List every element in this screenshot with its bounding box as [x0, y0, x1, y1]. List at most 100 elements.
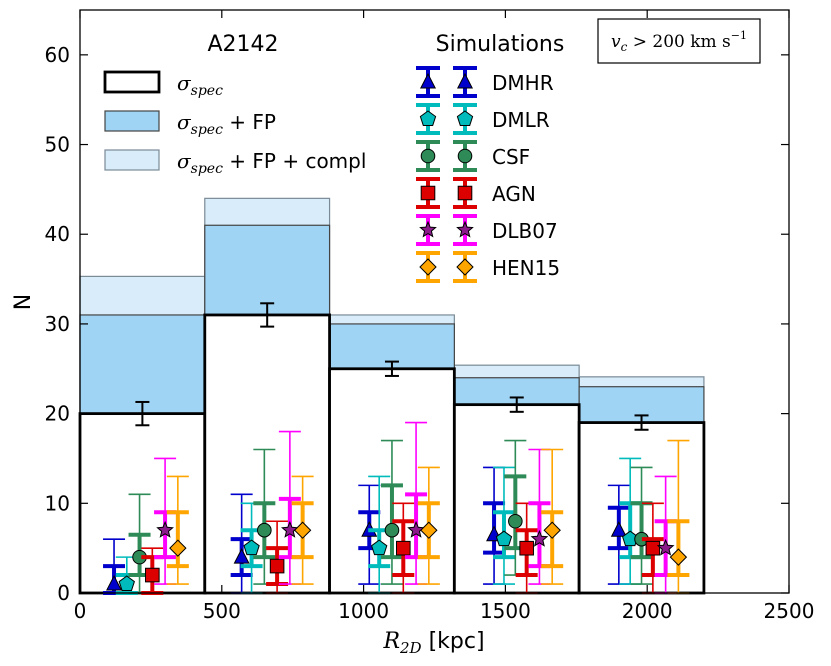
sim-point-hen15-2	[291, 475, 314, 585]
legend-marker	[456, 220, 474, 238]
legend-item-csf: CSF	[416, 140, 530, 172]
sim-marker	[233, 548, 250, 564]
y-tick-label: 40	[45, 222, 70, 246]
plot-frame	[79, 9, 790, 594]
legend-marker	[456, 258, 474, 276]
legend-label-subscript: spec	[191, 161, 223, 177]
legend-item-dlb07: DLB07	[416, 214, 558, 246]
sim-marker	[106, 574, 123, 591]
legend-errorbar-left	[416, 66, 440, 98]
legend-errorbar-right	[453, 251, 477, 283]
y-tick-label: 0	[57, 581, 70, 605]
legend-errorbar-right	[453, 66, 477, 98]
sim-point-csf-4	[504, 439, 527, 576]
legend-marker	[457, 148, 473, 164]
sim-point-agn-2	[266, 520, 289, 594]
legend-label: HEN15	[492, 256, 560, 280]
sim-marker	[543, 521, 561, 539]
legend-item-dmhr: DMHR	[416, 66, 554, 98]
sim-point-csf-5	[630, 466, 653, 585]
sim-marker	[669, 548, 688, 566]
sim-point-dmhr-1	[103, 538, 126, 595]
legend-label: σspec + FP + compl	[177, 149, 366, 177]
sim-range-inner	[541, 510, 564, 569]
legend-marker	[456, 110, 474, 126]
axis-ticks: 0 500 1000 1500 2000 2500 0 10 20 30 40 50 60	[45, 10, 815, 623]
legend-label: DMHR	[492, 71, 554, 95]
legend-swatch	[104, 110, 160, 132]
sim-marker	[371, 539, 388, 556]
legend-marker	[419, 110, 437, 126]
legend-item-agn: AGN	[416, 177, 536, 209]
sim-marker	[610, 521, 627, 537]
sim-point-dmlr-4	[492, 466, 515, 585]
legend-label: σspec	[177, 71, 223, 99]
velocity-cut-box	[597, 18, 761, 64]
x-tick-label: 1500	[480, 599, 531, 623]
legend-label: σspec + FP	[177, 110, 276, 138]
y-tick-label: 30	[45, 312, 70, 336]
x-axis-label-unit: [kpc]	[422, 629, 485, 654]
sim-marker	[243, 539, 260, 556]
legend-marker	[456, 72, 474, 89]
simulation-points	[103, 421, 690, 595]
velocity-cut-exponent: −1	[731, 29, 747, 42]
legend-errorbar-left	[416, 140, 440, 172]
y-tick-label: 50	[45, 133, 70, 157]
x-axis-label-subscript: 2D	[399, 639, 422, 657]
legend-errorbar-left	[416, 103, 440, 135]
y-tick-label: 10	[45, 491, 70, 515]
y-axis-label: N	[11, 294, 36, 310]
legend-item-spec-fp: σspec + FP	[104, 110, 276, 138]
sim-point-hen15-1	[166, 475, 189, 585]
sim-point-hen15-4	[541, 448, 564, 585]
sim-marker	[530, 529, 549, 547]
x-tick-label: 2500	[764, 599, 815, 623]
legend-label-text: + FP	[223, 110, 276, 134]
sim-marker	[656, 538, 675, 556]
velocity-cut-relation: > 200	[627, 32, 690, 52]
sim-range-inner	[380, 483, 403, 560]
velocity-cut-label: vc > 200 km s−1	[611, 29, 747, 54]
legend-item-spec: σspec	[103, 70, 223, 99]
legend-label-symbol: σ	[177, 71, 192, 95]
x-tick-label: 0	[74, 599, 87, 623]
legend-label: AGN	[492, 182, 536, 206]
bar-spec-2	[203, 313, 331, 595]
sim-marker	[118, 575, 135, 591]
x-axis-label-symbol: R	[382, 629, 400, 654]
legend-errorbar-right	[453, 214, 477, 246]
legend-marker	[419, 220, 437, 238]
sim-marker	[257, 522, 272, 538]
sim-point-csf-3	[380, 439, 403, 585]
legend-errorbar-right	[453, 177, 477, 209]
legend-item-dmlr: DMLR	[416, 103, 550, 135]
legend-label-symbol: σ	[177, 149, 192, 173]
sim-point-dmlr-5	[619, 457, 642, 585]
sim-marker	[396, 540, 411, 556]
sim-range-inner	[667, 519, 690, 578]
sim-marker	[269, 558, 285, 574]
legend-marker	[420, 185, 436, 201]
x-tick-label: 1000	[338, 599, 389, 623]
sim-marker	[420, 521, 438, 539]
sim-marker	[169, 539, 187, 557]
simulations-legend-title: Simulations	[436, 32, 565, 57]
simulations-legend: DMHR DMLR CSF AGN DLB07 HEN15	[416, 66, 560, 283]
legend-label-subscript: spec	[191, 122, 223, 138]
legend-marker	[420, 148, 436, 164]
legend-item-spec-fp-compl: σspec + FP + compl	[104, 149, 366, 177]
sim-point-dmhr-2	[230, 493, 253, 594]
legend-label-text: + FP + compl	[223, 149, 366, 173]
sim-marker	[384, 522, 400, 538]
legend-marker	[419, 72, 437, 89]
sim-point-csf-2	[253, 448, 276, 585]
x-axis-label: R2D [kpc]	[382, 629, 484, 657]
sim-point-dmhr-5	[607, 484, 630, 585]
legend-label-subscript: spec	[191, 83, 223, 99]
velocity-cut-unit: km s	[690, 32, 731, 52]
velocity-cut-symbol: v	[611, 32, 621, 52]
sim-point-agn-4	[515, 502, 538, 594]
